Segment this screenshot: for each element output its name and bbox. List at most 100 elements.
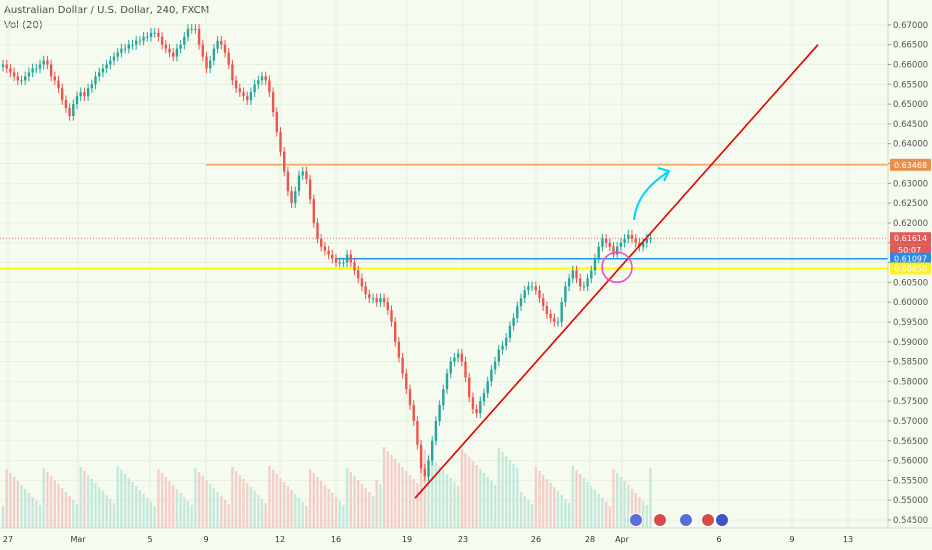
price-axis-bg — [888, 0, 932, 550]
volume-bar — [142, 494, 145, 528]
volume-bar — [123, 474, 127, 528]
volume-bar — [57, 484, 60, 528]
candle-body — [571, 270, 574, 279]
volume-bar — [456, 486, 460, 528]
candle-body — [246, 96, 249, 101]
volume-bar — [571, 466, 574, 528]
candle-body — [49, 64, 53, 77]
time-label: 6 — [716, 535, 721, 544]
price-tick-label: 0.56000 — [893, 457, 928, 467]
volume-bar — [323, 485, 327, 528]
candle-body — [57, 80, 60, 89]
price-tick-label: 0.58500 — [893, 358, 928, 368]
volume-bar — [212, 488, 216, 528]
trendline[interactable] — [414, 44, 819, 499]
volume-bar — [175, 489, 179, 528]
time-axis-bg — [0, 528, 932, 550]
price-tick-label: 0.60500 — [893, 278, 928, 288]
candle-body — [42, 60, 45, 65]
candle-body — [401, 357, 404, 374]
time-label: 26 — [531, 535, 541, 544]
candle-body — [61, 88, 64, 101]
candle-body — [183, 36, 186, 45]
trendline-line — [414, 44, 819, 499]
time-label: 12 — [275, 535, 285, 544]
candle-body — [53, 76, 56, 81]
volume-bar — [619, 477, 623, 528]
candle-body — [83, 92, 86, 97]
time-label: Mar — [70, 535, 86, 544]
volume-bar — [627, 485, 630, 528]
volume-bar — [560, 495, 563, 528]
candle-body — [216, 40, 219, 49]
volume-bar — [24, 489, 27, 528]
annotations — [601, 167, 671, 284]
candle-body — [46, 60, 49, 65]
flag-icon — [701, 513, 715, 527]
volume-bar — [279, 478, 282, 528]
volume-bar — [138, 490, 142, 528]
economic-events[interactable] — [629, 513, 729, 527]
volume-bar — [593, 490, 597, 528]
candle-body — [416, 420, 419, 445]
volume-bar — [527, 500, 530, 528]
volume-bar — [275, 474, 278, 528]
candle-body — [360, 278, 364, 287]
candle-body — [508, 325, 512, 338]
candle-body — [353, 262, 356, 271]
candle-body — [423, 468, 426, 477]
volume-bar — [405, 471, 408, 528]
price-tick-label: 0.62000 — [893, 219, 928, 229]
candle-body — [5, 64, 8, 69]
volume-bar — [220, 496, 223, 528]
volume-bar — [471, 461, 475, 528]
volume-bar — [72, 500, 75, 528]
candle-body — [157, 32, 160, 37]
volume-bar — [579, 474, 582, 528]
candle-body — [556, 321, 560, 323]
candle-body — [279, 131, 282, 152]
volume-bar — [386, 451, 389, 528]
candle-body — [123, 48, 127, 50]
candle-body — [390, 310, 393, 322]
volume-bar — [331, 493, 334, 528]
badge-resistance: 0.63468 — [894, 161, 927, 170]
volume-bar — [460, 449, 463, 528]
candle-body — [619, 242, 623, 247]
candle-body — [545, 306, 549, 315]
candle-body — [623, 238, 626, 243]
volume-bar — [649, 468, 652, 528]
volume-bar — [127, 478, 130, 528]
volume-bar — [590, 486, 593, 528]
candle-body — [24, 76, 27, 81]
candle-body — [105, 64, 108, 69]
candle-body — [586, 278, 589, 287]
volume-bar — [634, 493, 637, 528]
volume-bar — [645, 505, 648, 528]
candle-body — [168, 48, 171, 53]
candle-body — [516, 306, 519, 318]
volume-bar — [545, 479, 549, 528]
candle-body — [283, 151, 286, 172]
candle-body — [460, 353, 463, 362]
candle-body — [497, 349, 500, 362]
candle-body — [9, 68, 12, 73]
volume-bar — [493, 485, 497, 528]
volume-bar — [582, 478, 586, 528]
volume-bar — [12, 477, 16, 528]
volume-bar — [49, 476, 53, 528]
candle-body — [90, 84, 93, 89]
candle-body — [549, 314, 552, 318]
time-axis[interactable]: 27 Mar 5 9 12 16 19 23 26 28 Apr 6 9 13 — [0, 527, 932, 550]
candle-body — [438, 405, 441, 421]
candle-body — [238, 88, 241, 93]
volume-bar — [286, 486, 290, 528]
candle-body — [112, 56, 116, 61]
candle-body — [286, 171, 290, 192]
volume-bar — [172, 485, 175, 528]
price-axis[interactable]: 0.67000 0.66500 0.66000 0.65500 0.65000 0.645… — [887, 0, 932, 550]
candle-body — [349, 254, 352, 263]
candle-body — [79, 92, 82, 97]
